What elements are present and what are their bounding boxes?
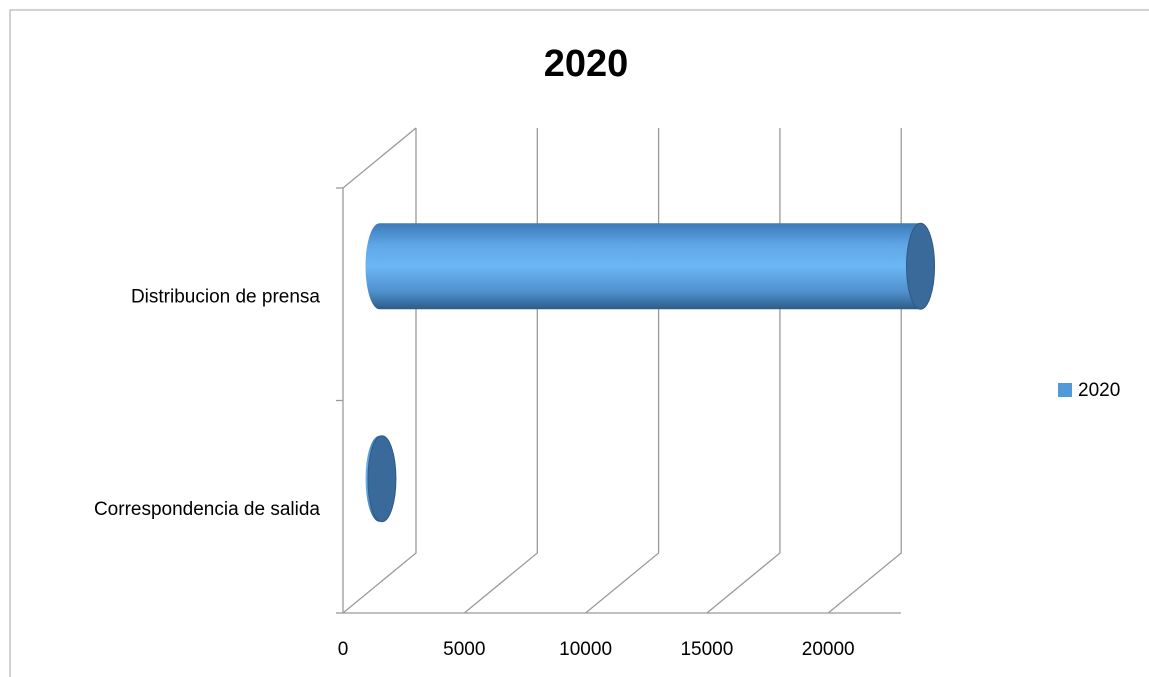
bar [365, 222, 936, 310]
x-tick-label: 15000 [680, 639, 733, 660]
x-tick-label: 20000 [802, 639, 855, 660]
bar [365, 435, 397, 523]
x-tick-label: 0 [338, 639, 349, 660]
chart-frame [9, 9, 1149, 677]
y-tick-label: Distribucion de prensa [131, 286, 320, 307]
legend-label: 2020 [1078, 380, 1120, 401]
chart-title: 2020 [544, 43, 629, 85]
axis-line [342, 127, 417, 189]
x-tick-label: 5000 [443, 639, 485, 660]
legend-swatch [1058, 383, 1072, 397]
x-tick-label: 10000 [559, 639, 612, 660]
y-tick-label: Correspondencia de salida [94, 499, 320, 520]
